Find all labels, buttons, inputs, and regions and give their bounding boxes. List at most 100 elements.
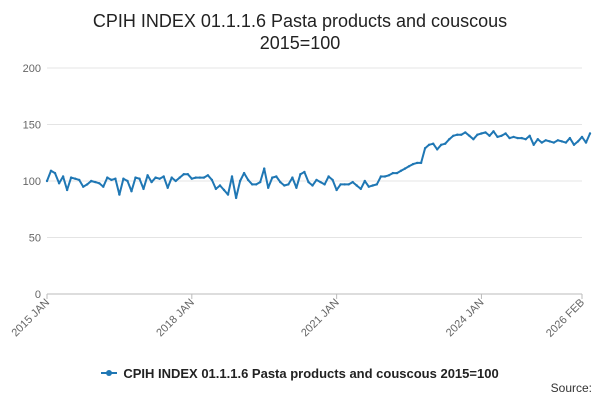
data-point-75 xyxy=(347,183,350,186)
data-point-87 xyxy=(395,171,399,175)
data-point-42 xyxy=(214,187,218,191)
data-point-70 xyxy=(327,175,330,178)
data-point-61 xyxy=(291,176,294,179)
data-point-83 xyxy=(379,175,383,178)
data-point-65 xyxy=(307,180,310,184)
data-point-94 xyxy=(423,147,427,150)
x-axis: 2015 JAN 2018 JAN 2021 JAN 2024 JAN 2026 FEB xyxy=(9,294,587,340)
data-point-132 xyxy=(576,140,580,143)
data-point-0 xyxy=(45,179,49,183)
chart-title-main: CPIH INDEX 01.1.1.6 Pasta products and c… xyxy=(92,11,508,31)
data-point-98 xyxy=(440,143,443,146)
data-point-23 xyxy=(138,177,141,180)
data-point-30 xyxy=(166,186,169,189)
data-point-43 xyxy=(218,184,222,187)
data-point-117 xyxy=(516,136,519,140)
legend-dot-icon xyxy=(106,369,113,376)
data-point-62 xyxy=(295,186,298,189)
data-point-49 xyxy=(242,171,246,175)
data-point-59 xyxy=(283,184,286,187)
data-point-115 xyxy=(508,136,511,140)
data-point-103 xyxy=(460,133,463,136)
data-point-3 xyxy=(57,182,61,185)
x-tick-label-2021-01: 2021 JAN xyxy=(299,297,342,340)
data-point-56 xyxy=(271,176,274,179)
data-point-41 xyxy=(210,178,214,182)
data-point-82 xyxy=(375,183,378,186)
data-point-129 xyxy=(564,141,568,144)
data-point-119 xyxy=(524,138,527,141)
data-point-24 xyxy=(142,187,145,191)
data-point-25 xyxy=(146,174,149,177)
data-point-120 xyxy=(528,134,531,137)
data-point-69 xyxy=(323,183,326,186)
data-point-32 xyxy=(174,179,177,183)
data-point-54 xyxy=(263,167,266,170)
data-point-81 xyxy=(371,184,374,187)
data-point-21 xyxy=(130,190,133,193)
y-axis-ticks: 0 50 100 150 200 xyxy=(23,63,41,301)
legend-swatch-icon xyxy=(101,369,118,376)
data-point-100 xyxy=(448,138,451,141)
data-point-74 xyxy=(343,183,346,186)
data-point-131 xyxy=(572,143,576,146)
data-point-84 xyxy=(383,175,387,178)
data-point-14 xyxy=(102,185,105,188)
data-point-37 xyxy=(194,176,197,179)
data-point-35 xyxy=(186,173,189,176)
data-point-95 xyxy=(427,143,431,146)
data-point-134 xyxy=(584,141,588,144)
data-point-50 xyxy=(246,178,250,182)
data-point-17 xyxy=(114,177,117,180)
data-point-48 xyxy=(238,179,242,183)
data-point-111 xyxy=(492,130,495,133)
data-point-53 xyxy=(259,180,262,184)
data-point-125 xyxy=(548,140,551,143)
data-point-7 xyxy=(74,177,77,180)
data-point-31 xyxy=(170,176,173,179)
y-tick-label-200: 200 xyxy=(23,63,41,75)
data-point-118 xyxy=(520,136,523,140)
data-point-26 xyxy=(150,180,153,184)
data-point-96 xyxy=(432,142,435,145)
data-point-91 xyxy=(411,162,415,166)
data-point-52 xyxy=(255,183,258,186)
data-point-12 xyxy=(94,180,97,184)
data-point-123 xyxy=(540,141,543,144)
data-point-108 xyxy=(480,132,483,135)
data-point-107 xyxy=(476,133,479,136)
data-point-27 xyxy=(154,176,157,179)
y-tick-label-50: 50 xyxy=(29,233,41,245)
data-point-60 xyxy=(287,183,290,186)
data-point-5 xyxy=(65,188,69,192)
x-tick-label-2024-01: 2024 JAN xyxy=(444,297,487,340)
y-tick-label-0: 0 xyxy=(35,289,41,301)
data-point-97 xyxy=(436,148,439,151)
data-point-124 xyxy=(544,139,547,142)
source-label: Source: xyxy=(550,381,592,395)
data-point-121 xyxy=(532,143,535,146)
data-point-128 xyxy=(560,140,564,143)
data-point-78 xyxy=(359,187,362,191)
data-point-135 xyxy=(588,132,592,135)
data-point-105 xyxy=(468,134,471,137)
data-point-112 xyxy=(496,135,499,139)
data-point-122 xyxy=(536,138,539,141)
data-point-85 xyxy=(387,174,391,177)
data-point-1 xyxy=(49,169,53,172)
data-point-40 xyxy=(206,174,210,177)
data-point-29 xyxy=(162,175,165,178)
data-point-73 xyxy=(339,183,342,186)
data-point-133 xyxy=(580,135,584,139)
data-point-39 xyxy=(202,176,206,179)
data-point-28 xyxy=(158,177,161,180)
legend[interactable]: CPIH INDEX 01.1.1.6 Pasta products and c… xyxy=(0,366,600,381)
x-tick-label-2026-02: 2026 FEB xyxy=(544,297,587,340)
data-point-104 xyxy=(464,131,467,134)
data-point-13 xyxy=(98,182,101,185)
data-point-130 xyxy=(568,136,572,140)
data-point-57 xyxy=(275,175,278,178)
chart-title: CPIH INDEX 01.1.1.6 Pasta products and c… xyxy=(0,10,600,54)
data-point-22 xyxy=(134,176,137,179)
data-point-45 xyxy=(226,193,230,196)
